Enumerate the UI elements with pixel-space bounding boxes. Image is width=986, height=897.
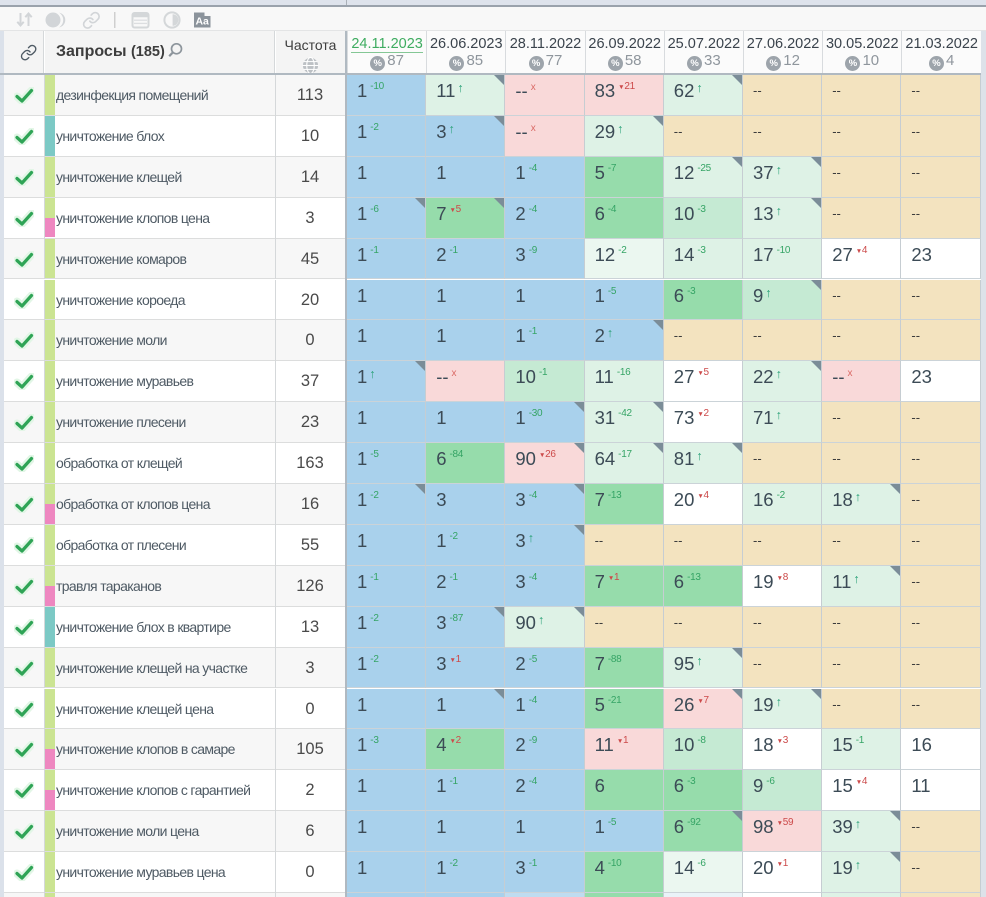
svg-text:Aa: Aa <box>195 15 209 27</box>
